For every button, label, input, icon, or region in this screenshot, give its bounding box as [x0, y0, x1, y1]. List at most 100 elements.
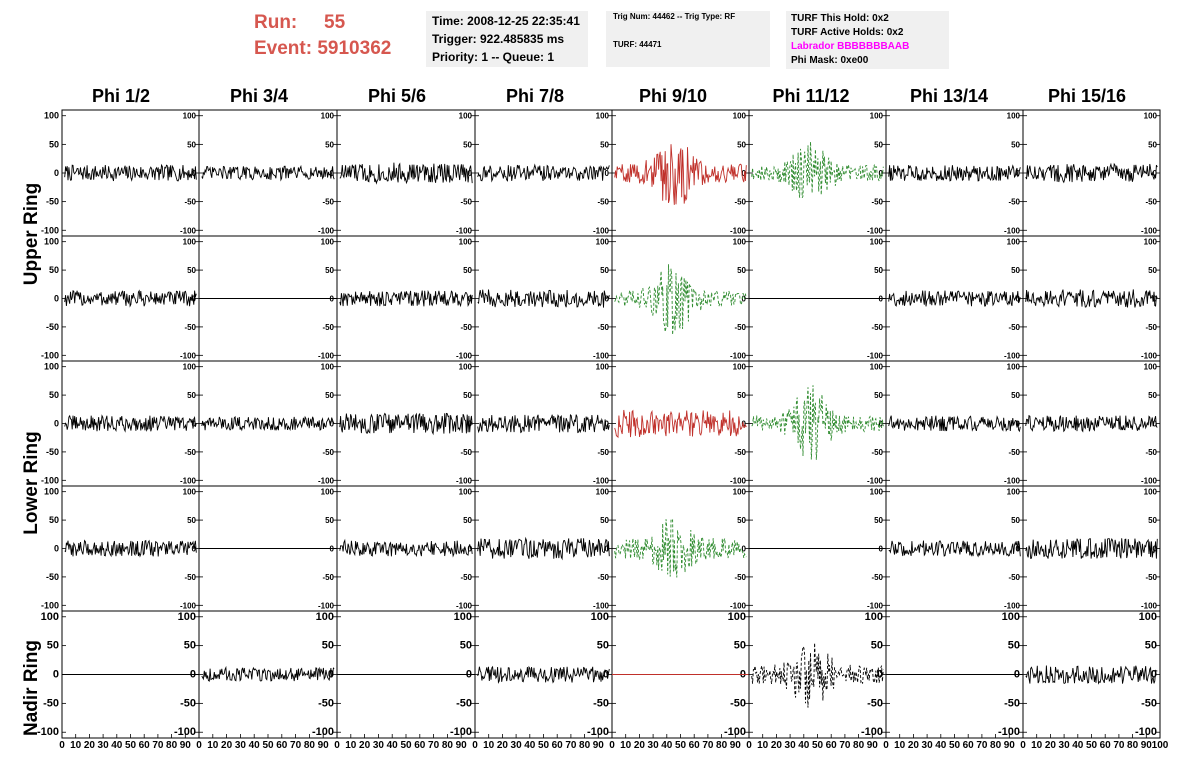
y-tick-label-left: 0	[54, 419, 59, 429]
x-tick-label: 40	[798, 740, 810, 751]
x-tick-label: 60	[963, 740, 975, 751]
y-tick-label-right: 100	[183, 112, 197, 121]
y-tick-label-right: 50	[187, 140, 196, 149]
y-tick-label-right: 100	[596, 112, 610, 121]
y-tick-label-right: -50	[597, 198, 609, 207]
y-tick-label-right: 50	[874, 266, 883, 275]
x-tick-label: 40	[387, 740, 399, 751]
y-tick-label-right: 0	[330, 420, 335, 429]
y-tick-label-right: 50	[325, 391, 334, 400]
y-tick-label-right: -50	[593, 697, 609, 709]
y-tick-label-right: -100	[450, 726, 472, 738]
y-tick-label-right: 50	[322, 640, 334, 652]
y-tick-label-right: -100	[174, 726, 196, 738]
x-tick-label: 90	[318, 740, 330, 751]
y-tick-label-right: 100	[183, 238, 197, 247]
x-tick-label: 90	[1004, 740, 1016, 751]
y-tick-label-right: 100	[1007, 488, 1021, 497]
waveform-trace	[614, 144, 747, 205]
y-tick-label-right: 50	[1008, 640, 1020, 652]
y-tick-label-right: 50	[187, 266, 196, 275]
y-tick-label-right: 50	[1011, 266, 1020, 275]
y-tick-label-left: -50	[46, 572, 59, 582]
y-tick-label-right: -100	[730, 476, 747, 485]
y-tick-label-left: 0	[54, 294, 59, 304]
y-tick-label-right: 50	[1145, 640, 1157, 652]
y-tick-label-right: 50	[187, 391, 196, 400]
y-tick-label-right: -100	[593, 351, 610, 360]
x-tick-label: 60	[826, 740, 838, 751]
y-tick-label-left: 50	[49, 515, 59, 525]
column-title-2: Phi 3/4	[229, 86, 289, 106]
y-tick-label-right: 100	[596, 238, 610, 247]
y-tick-label-right: -100	[730, 226, 747, 235]
y-tick-label-right: 50	[871, 640, 883, 652]
y-tick-label-right: 100	[183, 363, 197, 372]
x-tick-label: 70	[702, 740, 714, 751]
y-tick-label-right: 100	[870, 363, 884, 372]
x-tick-label: 20	[908, 740, 920, 751]
y-tick-label-right: -100	[180, 226, 197, 235]
x-tick-label: 40	[249, 740, 261, 751]
y-tick-label-right: -50	[1145, 198, 1157, 207]
waveform-trace	[751, 642, 884, 708]
y-tick-label-right: -100	[180, 351, 197, 360]
waveform-trace	[64, 163, 197, 182]
y-tick-label-right: 100	[1144, 488, 1158, 497]
y-tick-label-right: 0	[328, 669, 334, 681]
waveform-trace	[201, 164, 335, 182]
y-tick-label-right: 50	[1148, 266, 1157, 275]
y-tick-label-right: 100	[596, 363, 610, 372]
y-tick-label-right: 50	[1148, 516, 1157, 525]
y-tick-label-right: 50	[600, 391, 609, 400]
x-tick-label: 100	[1152, 740, 1169, 751]
x-tick-label: 50	[400, 740, 412, 751]
waveform-trace	[339, 412, 473, 436]
y-tick-label-right: -50	[734, 573, 746, 582]
waveform-trace	[614, 264, 747, 335]
x-tick-label: 20	[497, 740, 509, 751]
x-tick-label: 20	[634, 740, 646, 751]
labrador-text: Labrador BBBBBBBAAB	[791, 41, 910, 52]
y-tick-label-right: -50	[456, 697, 472, 709]
x-tick-label: 0	[196, 740, 202, 751]
y-tick-label-right: -100	[456, 601, 473, 610]
waveform-trace	[751, 141, 884, 198]
x-tick-label: 40	[935, 740, 947, 751]
x-tick-label: 90	[456, 740, 468, 751]
x-tick-label: 40	[111, 740, 123, 751]
panel-frame	[1022, 485, 1161, 612]
y-tick-label-right: -100	[724, 726, 746, 738]
y-tick-label-right: 50	[874, 516, 883, 525]
waveform-trace	[477, 413, 610, 434]
y-tick-label-right: -50	[597, 573, 609, 582]
y-tick-label-right: -50	[730, 697, 746, 709]
x-tick-label: 70	[1113, 740, 1125, 751]
x-tick-label: 20	[359, 740, 371, 751]
y-tick-label-right: -50	[318, 697, 334, 709]
y-tick-label-right: -100	[1141, 351, 1158, 360]
run-label: Run:	[254, 12, 298, 33]
y-tick-label-left: -50	[46, 447, 59, 457]
y-tick-label-right: 0	[742, 295, 747, 304]
x-tick-label: 40	[1072, 740, 1084, 751]
x-tick-label: 60	[689, 740, 701, 751]
y-tick-label-right: -50	[180, 697, 196, 709]
y-tick-label-right: 0	[605, 169, 610, 178]
y-tick-label-right: 0	[1153, 420, 1158, 429]
x-tick-label: 80	[1127, 740, 1139, 751]
y-tick-label-right: 100	[596, 488, 610, 497]
y-tick-label-right: -50	[867, 697, 883, 709]
column-title-4: Phi 7/8	[505, 86, 565, 106]
y-tick-label-right: 100	[321, 363, 335, 372]
waveform-trace	[201, 665, 335, 682]
y-tick-label-right: 100	[321, 112, 335, 121]
x-tick-label: 30	[511, 740, 523, 751]
x-tick-label: 40	[661, 740, 673, 751]
y-tick-label-left: 0	[54, 168, 59, 178]
x-tick-label: 50	[538, 740, 550, 751]
y-tick-label-right: 100	[870, 238, 884, 247]
y-tick-label-left: -50	[46, 197, 59, 207]
trig-info-box: Trig Num: 44462 -- Trig Type: RF TURF: 4…	[606, 11, 770, 67]
y-tick-label-left: 50	[49, 265, 59, 275]
